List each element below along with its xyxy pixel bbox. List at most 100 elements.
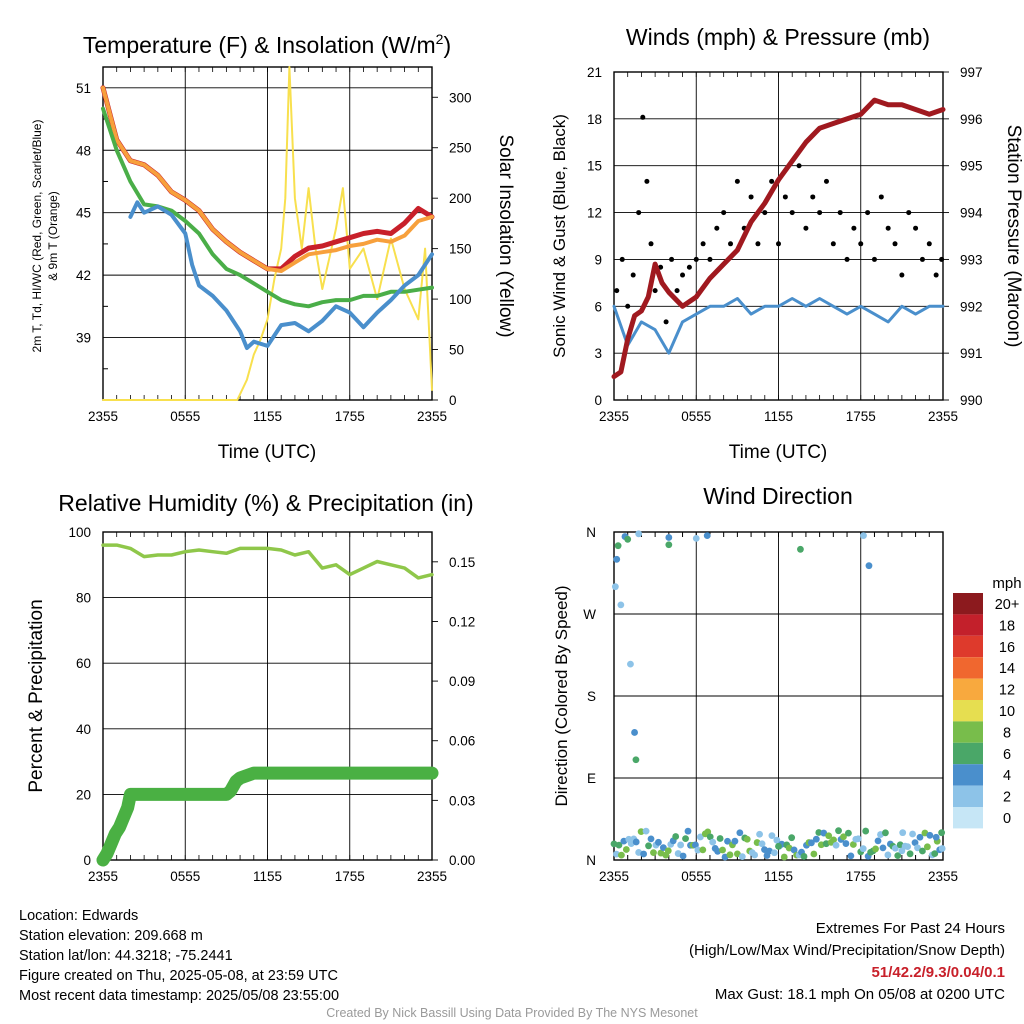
precipitation-line [96, 766, 439, 867]
direction-point [919, 847, 926, 855]
wind-frame [613, 71, 944, 401]
temp-y2-tick-label: 250 [449, 141, 472, 156]
legend-label: 14 [999, 661, 1015, 677]
wind-y2-tick-label: 996 [960, 112, 983, 127]
wind-y-tick-label: 21 [587, 65, 602, 80]
direction-point [731, 837, 739, 845]
direction-point [788, 834, 796, 842]
direction-point [635, 530, 643, 538]
temp-y-tick-label: 39 [76, 331, 91, 346]
gust-point [769, 178, 775, 184]
gust-point [933, 272, 939, 278]
dir-y-tick-label: S [587, 689, 596, 704]
gust-point [871, 256, 877, 262]
direction-point [845, 829, 852, 837]
gust-point [817, 210, 823, 216]
direction-point [756, 830, 763, 838]
location-text: Location: Edwards [19, 908, 139, 924]
temp-x-tick-label: 2355 [417, 409, 447, 424]
legend-label: 8 [1003, 725, 1011, 741]
direction-point [631, 729, 638, 736]
insolation-line [102, 66, 433, 401]
direction-point [613, 555, 621, 563]
dir-x-tick-label: 1755 [846, 869, 876, 884]
direction-point [738, 853, 746, 860]
temp-y2-tick-label: 0 [449, 393, 457, 408]
gust-point [782, 194, 788, 200]
gust-point [693, 256, 699, 262]
gust-point [810, 194, 816, 200]
direction-point [677, 841, 685, 849]
gust-point [680, 272, 686, 278]
dir-y-tick-label: E [587, 771, 596, 786]
rh-y2-tick-label: 0.12 [449, 614, 475, 629]
rh-y2-tick-label: 0.06 [449, 734, 475, 749]
direction-point [618, 851, 625, 859]
direction-point [808, 839, 815, 847]
direction-point [842, 840, 850, 847]
direction-point [790, 846, 798, 854]
rh-y2-tick-label: 0.00 [449, 853, 475, 868]
legend-label: 0 [1003, 811, 1011, 827]
dir-frame [613, 531, 944, 861]
gust-point [636, 210, 642, 216]
rh-x-tick-label: 1755 [335, 869, 365, 884]
direction-point [719, 846, 726, 854]
gust-point [789, 210, 795, 216]
direction-point [932, 833, 940, 841]
direction-point [617, 601, 625, 609]
gust-point [762, 210, 768, 216]
direction-point [849, 841, 857, 848]
rh-title: Relative Humidity (%) & Precipitation (i… [58, 490, 473, 516]
direction-point [647, 835, 655, 843]
direction-point [679, 852, 687, 860]
gust-point [858, 241, 864, 247]
legend-swatch [953, 785, 983, 807]
gust-point [899, 272, 905, 278]
dir-x-tick-label: 2355 [928, 869, 958, 884]
direction-point [645, 842, 652, 850]
latlon-text: Station lat/lon: 44.3218; -75.2441 [19, 948, 233, 964]
wind-y2-tick-label: 991 [960, 346, 983, 361]
gust-point [844, 256, 850, 262]
direction-point [825, 832, 833, 840]
recent-data-text: Most recent data timestamp: 2025/05/08 2… [19, 988, 340, 1004]
temp-title: Temperature (F) & Insolation (W/m2) [83, 31, 451, 58]
temperature-9m-line [101, 85, 434, 273]
temp-y-tick-label: 48 [76, 143, 91, 158]
temp-y2-tick-label: 300 [449, 90, 472, 105]
wind-x-tick-label: 0555 [681, 409, 711, 424]
direction-point [615, 841, 623, 849]
wind-y-tick-label: 9 [594, 252, 602, 267]
temp-y-tick-label: 42 [76, 268, 91, 283]
gust-point [776, 241, 781, 247]
gust-point [803, 225, 809, 231]
wind-y2-tick-label: 990 [960, 393, 983, 408]
direction-point [773, 836, 781, 844]
direction-point [751, 851, 759, 859]
gust-point [892, 241, 898, 247]
temperature-panel: Temperature (F) & Insolation (W/m2) 2m T… [30, 31, 516, 463]
gust-point [630, 272, 636, 278]
temp-xlabel: Time (UTC) [218, 442, 317, 463]
direction-point [622, 846, 630, 853]
rh-y2-tick-label: 0.09 [449, 674, 475, 689]
direction-point [882, 829, 889, 837]
legend-swatch [953, 807, 983, 829]
dir-x-tick-label: 0555 [681, 869, 711, 884]
rh-x-tick-label: 2355 [88, 869, 118, 884]
legend-label: 16 [999, 640, 1015, 656]
direction-point [706, 833, 714, 841]
rh-y-tick-label: 0 [83, 853, 91, 868]
direction-point [916, 833, 924, 841]
rh-x-tick-label: 1155 [253, 869, 282, 884]
wind-x-tick-label: 2355 [599, 409, 629, 424]
direction-point [684, 827, 692, 835]
direction-point [726, 851, 734, 859]
gust-point [919, 256, 925, 262]
direction-point [872, 845, 879, 853]
gust-point [674, 288, 680, 294]
wind-y2-tick-label: 997 [960, 65, 983, 80]
direction-point [909, 830, 916, 838]
wind-x-tick-label: 2355 [928, 409, 958, 424]
